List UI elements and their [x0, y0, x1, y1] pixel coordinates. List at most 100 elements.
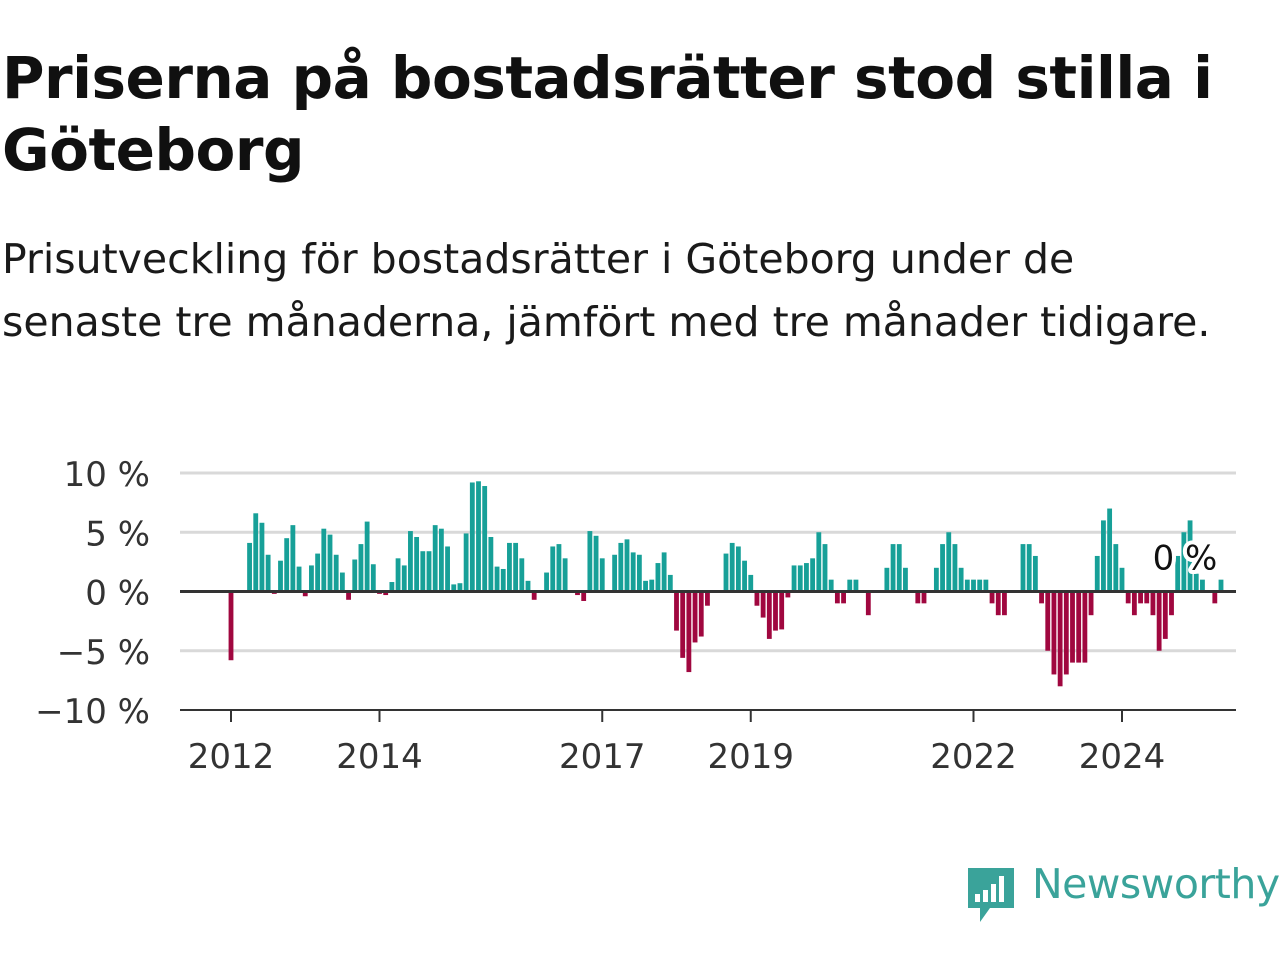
bar	[1107, 508, 1113, 592]
bar	[1101, 520, 1106, 592]
bar	[1175, 555, 1181, 592]
bar	[488, 536, 494, 592]
bar	[1131, 591, 1137, 616]
bar	[958, 567, 964, 592]
bar	[1193, 573, 1199, 592]
bar	[426, 551, 432, 592]
bar	[1113, 544, 1119, 592]
bar	[804, 563, 809, 592]
bar	[828, 579, 834, 592]
bar	[705, 591, 710, 606]
bar	[865, 591, 871, 616]
bar	[686, 591, 692, 673]
bar	[519, 558, 525, 592]
bar	[364, 521, 370, 592]
bar	[933, 567, 939, 592]
bar	[1026, 544, 1032, 592]
bar	[500, 568, 506, 592]
bar	[321, 528, 327, 592]
bar	[810, 558, 816, 592]
bar	[290, 525, 296, 592]
bar	[674, 591, 679, 631]
bar	[692, 591, 698, 643]
bar	[525, 580, 531, 592]
bar	[463, 533, 469, 592]
bar	[779, 591, 785, 630]
bar	[667, 574, 673, 592]
bar	[309, 565, 314, 592]
bar	[1187, 520, 1193, 592]
bar	[1094, 555, 1100, 592]
bar	[432, 525, 438, 592]
bar	[1032, 555, 1038, 592]
bar	[1200, 579, 1205, 592]
bar	[408, 531, 413, 592]
bar	[1212, 591, 1218, 604]
bar	[853, 579, 859, 592]
y-tick-label: 5 %	[85, 514, 150, 554]
bar	[494, 566, 500, 592]
bar	[315, 553, 321, 592]
bar	[816, 532, 822, 592]
bar	[469, 482, 475, 592]
bar	[259, 522, 265, 592]
axes	[180, 590, 1236, 711]
bar	[414, 536, 420, 592]
bar	[797, 565, 803, 592]
bar	[1051, 591, 1057, 675]
bar	[890, 544, 896, 592]
bar	[624, 539, 630, 592]
bar	[1088, 591, 1094, 616]
bar	[1156, 591, 1162, 651]
bar	[1125, 591, 1131, 604]
bar	[333, 554, 339, 592]
bar	[748, 574, 754, 592]
last-value-label: 0 %	[1153, 539, 1218, 579]
bar	[575, 591, 580, 596]
bar	[822, 544, 828, 592]
x-tick-label: 2019	[707, 737, 794, 777]
bar	[1002, 591, 1007, 616]
bar	[649, 579, 655, 592]
bar	[636, 554, 642, 592]
bar	[1057, 591, 1063, 687]
bar	[630, 552, 636, 592]
bar	[389, 582, 395, 592]
bars	[228, 481, 1224, 687]
newsworthy-logo	[968, 868, 1014, 922]
y-tick-label: −10 %	[35, 692, 150, 732]
bar	[834, 591, 840, 604]
bar	[841, 591, 846, 604]
bar	[791, 565, 797, 592]
bar	[952, 544, 958, 592]
bar	[395, 558, 401, 592]
bar	[420, 551, 426, 592]
y-tick-label: 10 %	[64, 455, 150, 495]
bar	[581, 591, 587, 601]
bar	[1063, 591, 1069, 675]
x-tick-label: 2014	[336, 737, 423, 777]
bar	[940, 544, 945, 592]
bar	[339, 572, 345, 592]
bar	[742, 560, 747, 592]
bar	[977, 579, 983, 592]
bar	[915, 591, 921, 604]
newsworthy-logo-icon	[968, 868, 1014, 922]
bar	[760, 591, 766, 618]
bar	[265, 554, 271, 592]
bar	[599, 558, 605, 592]
bar	[352, 559, 358, 592]
bar	[643, 580, 648, 592]
bar	[618, 542, 624, 592]
bar	[1039, 591, 1044, 604]
bar	[723, 553, 729, 592]
bar	[680, 591, 686, 658]
bar	[1144, 591, 1150, 604]
bar	[785, 591, 791, 598]
bar	[983, 579, 989, 592]
bar	[401, 565, 407, 592]
x-tick-label: 2012	[188, 737, 275, 777]
bar-chart: 10 % 5 % 0 % −5 % −10 % 2012 2014 2017 2019 2022…	[35, 455, 1236, 777]
bar	[253, 513, 259, 592]
bar	[964, 579, 970, 592]
